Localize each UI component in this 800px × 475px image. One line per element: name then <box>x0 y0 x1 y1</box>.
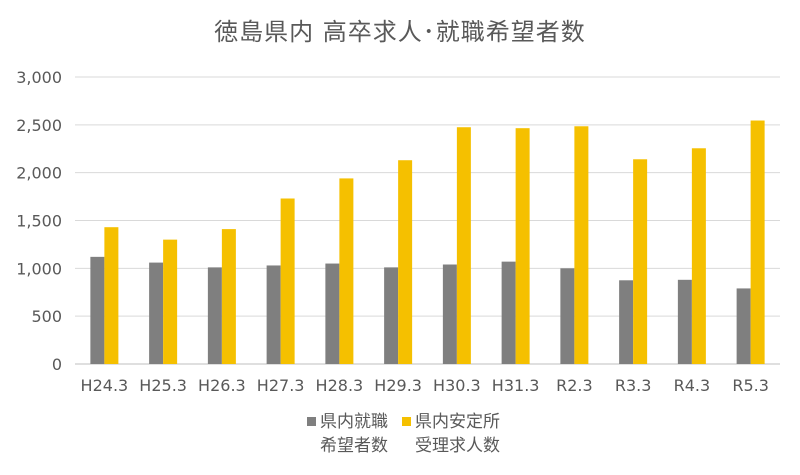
x-tick-label-11: R5.3 <box>732 376 769 395</box>
x-tick-label-3: H27.3 <box>257 376 305 395</box>
y-tick-label-4: 2,000 <box>16 164 62 183</box>
x-tick-label-6: H30.3 <box>433 376 481 395</box>
x-tick-label-1: H25.3 <box>139 376 187 395</box>
bar-series-0-R4.3 <box>677 279 692 364</box>
y-tick-label-6: 3,000 <box>16 68 62 87</box>
y-tick-label-3: 1,500 <box>16 212 62 231</box>
x-tick-label-7: H31.3 <box>492 376 540 395</box>
bar-series-0-H30.3 <box>442 264 457 364</box>
x-tick-label-10: R4.3 <box>674 376 711 395</box>
bar-series-0-H26.3 <box>207 267 222 364</box>
x-tick-label-0: H24.3 <box>81 376 129 395</box>
bar-series-0-H29.3 <box>384 267 399 364</box>
bar-series-1-H26.3 <box>221 229 236 364</box>
bar-series-1-H29.3 <box>398 160 413 364</box>
bar-series-0-H25.3 <box>149 262 164 364</box>
y-tick-label-5: 2,500 <box>16 116 62 135</box>
bar-series-1-H28.3 <box>339 178 354 364</box>
bar-series-1-H25.3 <box>163 239 178 364</box>
bar-series-0-R5.3 <box>736 288 751 364</box>
legend-label-series-1: 県内安定所 受理求人数 <box>415 412 500 456</box>
bar-series-1-H31.3 <box>515 128 530 364</box>
y-tick-label-1: 500 <box>31 307 62 326</box>
legend-item-series-1: 県内安定所 受理求人数 <box>402 410 500 458</box>
legend-item-series-0: 県内就職 希望者数 <box>307 410 388 458</box>
bar-series-1-R5.3 <box>750 120 765 364</box>
y-tick-label-2: 1,000 <box>16 259 62 278</box>
bar-series-1-R4.3 <box>691 148 706 364</box>
bar-series-1-R2.3 <box>574 126 589 364</box>
legend-swatch-series-0 <box>307 417 316 426</box>
x-tick-label-9: R3.3 <box>615 376 652 395</box>
bar-series-0-H31.3 <box>501 261 516 364</box>
chart-title: 徳島県内 高卒求人･就職希望者数 <box>214 18 586 46</box>
legend-label-series-0: 県内就職 希望者数 <box>320 412 388 456</box>
bar-series-1-R3.3 <box>633 159 648 364</box>
bar-series-0-R2.3 <box>560 268 575 364</box>
bar-series-0-H27.3 <box>266 265 281 364</box>
bar-series-1-H24.3 <box>104 227 119 364</box>
legend-swatch-series-1 <box>402 417 411 426</box>
bar-series-0-H24.3 <box>90 256 105 364</box>
x-tick-label-8: R2.3 <box>556 376 593 395</box>
x-tick-label-2: H26.3 <box>198 376 246 395</box>
x-tick-label-5: H29.3 <box>374 376 422 395</box>
bar-series-1-H27.3 <box>280 198 295 364</box>
bar-series-0-R3.3 <box>619 280 634 364</box>
bar-series-1-H30.3 <box>456 127 471 364</box>
y-tick-label-0: 0 <box>52 355 62 374</box>
x-tick-label-4: H28.3 <box>316 376 364 395</box>
bar-series-0-H28.3 <box>325 263 340 364</box>
